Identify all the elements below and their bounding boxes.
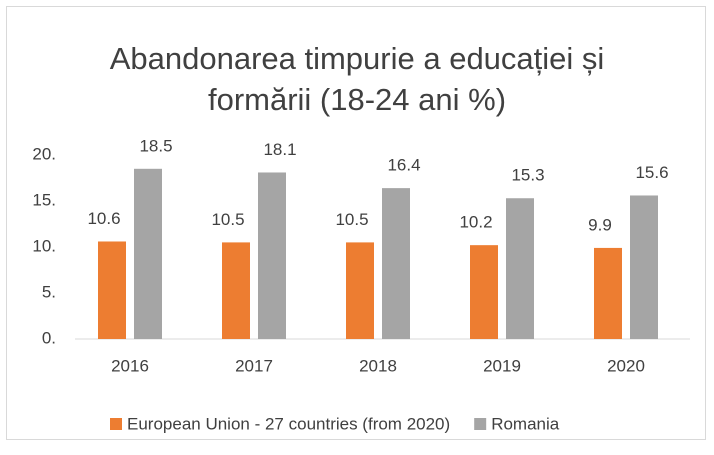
bar — [222, 242, 250, 339]
legend-label: European Union - 27 countries (from 2020… — [127, 414, 450, 433]
y-tick-label: 10. — [32, 236, 56, 255]
bar — [470, 245, 498, 339]
y-tick-label: 0. — [42, 328, 56, 347]
data-label: 10.6 — [87, 209, 120, 228]
y-tick-label: 5. — [42, 282, 56, 301]
data-label: 10.2 — [459, 213, 492, 232]
bar — [382, 188, 410, 339]
x-tick-label: 2016 — [111, 356, 149, 375]
data-label: 18.5 — [139, 136, 172, 155]
x-tick-label: 2019 — [483, 356, 521, 375]
bar — [98, 241, 126, 339]
data-label: 15.6 — [635, 163, 668, 182]
data-label: 15.3 — [511, 166, 544, 185]
chart-border — [6, 6, 706, 440]
chart-title: Abandonarea timpurie a educației și form… — [109, 41, 605, 117]
bar — [506, 198, 534, 339]
bar — [594, 247, 622, 339]
legend-swatch — [110, 418, 122, 430]
data-label: 9.9 — [588, 215, 612, 234]
bar — [258, 172, 286, 339]
y-tick-label: 15. — [32, 190, 56, 209]
legend-swatch — [474, 418, 487, 430]
data-label: 16.4 — [387, 156, 420, 175]
data-label: 10.5 — [335, 210, 368, 229]
data-label: 10.5 — [211, 210, 244, 229]
x-tick-label: 2020 — [607, 356, 645, 375]
x-tick-label: 2017 — [235, 356, 273, 375]
y-tick-label: 20. — [32, 144, 56, 163]
legend-label: Romania — [491, 414, 560, 433]
x-tick-label: 2018 — [359, 356, 397, 375]
bar — [630, 195, 658, 339]
bar — [346, 242, 374, 339]
bar — [134, 168, 162, 339]
data-label: 18.1 — [263, 140, 296, 159]
